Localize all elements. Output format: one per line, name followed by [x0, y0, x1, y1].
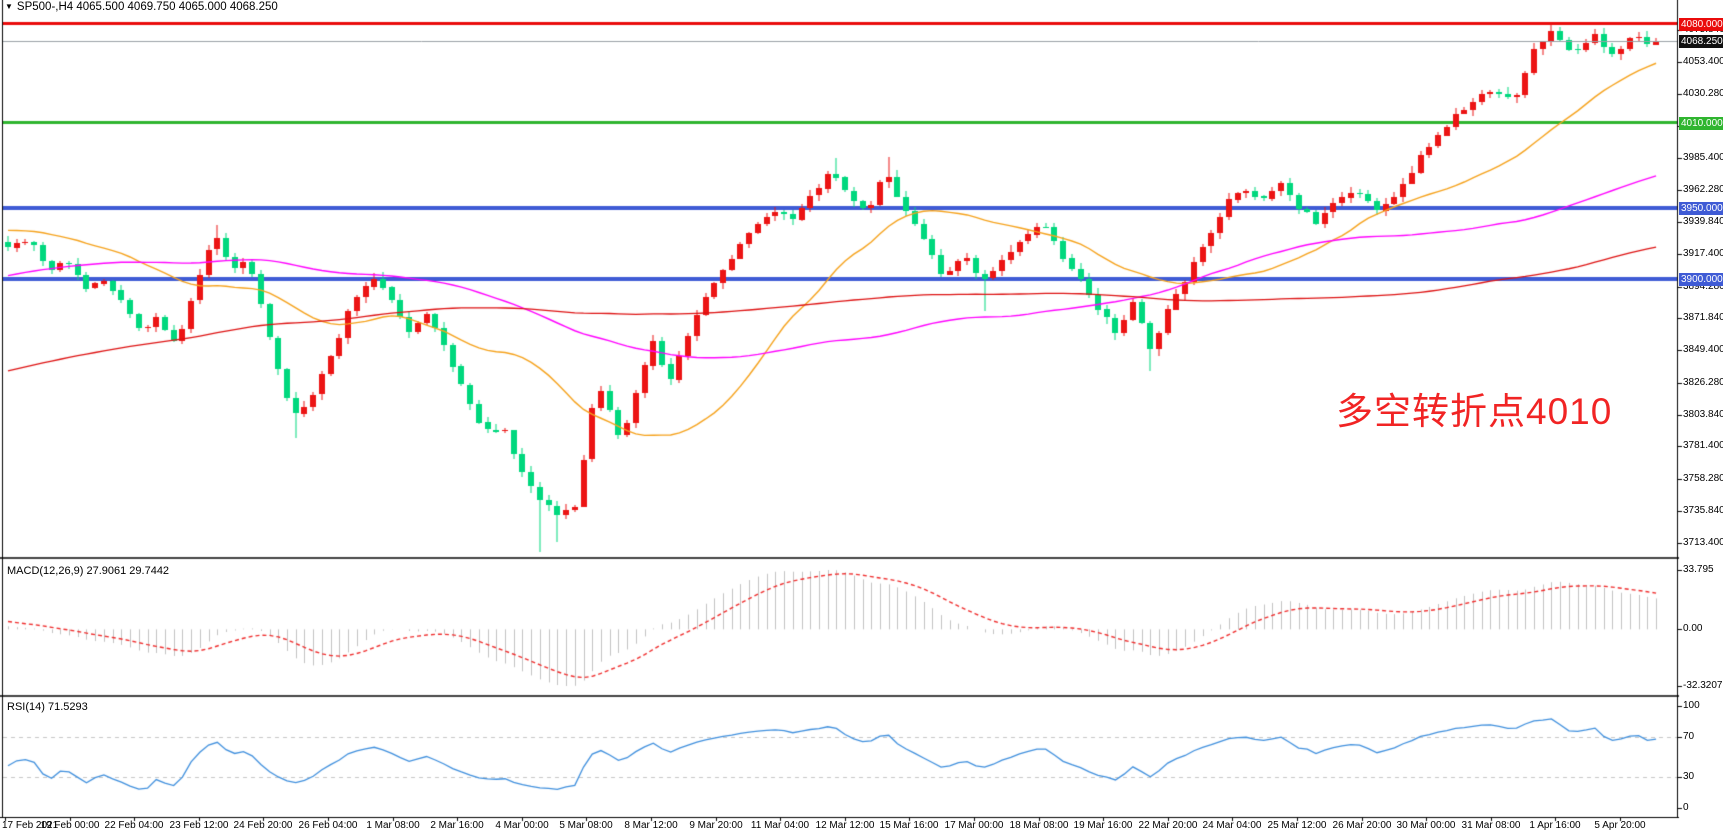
date-axis-label: 4 Mar 00:00: [495, 820, 549, 831]
date-axis-label: 19 Mar 16:00: [1073, 820, 1133, 831]
date-axis-label: 26 Mar 20:00: [1332, 820, 1392, 831]
price-axis-tick: 4053.400: [1683, 56, 1723, 67]
macd-axis-tick: 0.00: [1683, 623, 1703, 634]
price-axis-tick: 3781.400: [1683, 440, 1723, 451]
price-axis-tick: 3849.400: [1683, 344, 1723, 355]
price-axis-tick: 3803.840: [1683, 409, 1723, 420]
price-axis-tick: 3713.400: [1683, 537, 1723, 548]
date-axis-label: 24 Mar 04:00: [1202, 820, 1262, 831]
hline-price-badge: 4080.000: [1679, 18, 1723, 31]
date-axis-label: 18 Mar 08:00: [1009, 820, 1069, 831]
price-annotation: 多空转折点4010: [1336, 391, 1613, 432]
macd-indicator-label: MACD(12,26,9) 27.9061 29.7442: [7, 565, 170, 577]
macd-axis-tick: -32.3207: [1683, 680, 1723, 691]
date-axis-label: 15 Mar 16:00: [879, 820, 939, 831]
macd-axis-tick: 33.795: [1683, 564, 1714, 575]
price-axis-tick: 4030.280: [1683, 88, 1723, 99]
price-axis-tick: 3939.840: [1683, 216, 1723, 227]
hline-price-badge: 3950.000: [1679, 202, 1723, 215]
date-axis-label: 5 Mar 08:00: [559, 820, 613, 831]
hline-price-badge: 3900.000: [1679, 273, 1723, 286]
price-axis-tick: 3735.840: [1683, 505, 1723, 516]
date-axis-label: 30 Mar 00:00: [1396, 820, 1456, 831]
date-axis-label: 2 Mar 16:00: [430, 820, 484, 831]
date-axis-label: 22 Feb 04:00: [104, 820, 164, 831]
price-axis-tick: 3962.280: [1683, 184, 1723, 195]
rsi-axis-tick: 70: [1683, 731, 1695, 742]
price-axis-tick: 3871.840: [1683, 312, 1723, 323]
price-axis-tick: 3758.280: [1683, 473, 1723, 484]
date-axis-label: 25 Mar 12:00: [1267, 820, 1327, 831]
price-axis-tick: 3985.400: [1683, 152, 1723, 163]
price-axis-tick: 3917.400: [1683, 248, 1723, 259]
chart-title: SP500-,H4 4065.500 4069.750 4065.000 406…: [16, 1, 278, 13]
symbol-dropdown-icon[interactable]: ▼: [5, 2, 13, 11]
hline-price-badge: 4010.000: [1679, 117, 1723, 130]
rsi-axis-tick: 30: [1683, 771, 1695, 782]
date-axis-label: 17 Feb 2021: [2, 820, 59, 831]
date-axis-label: 22 Mar 20:00: [1138, 820, 1198, 831]
date-axis-label: 26 Feb 04:00: [298, 820, 358, 831]
chart-title-bar: ▼ SP500-,H4 4065.500 4069.750 4065.000 40…: [5, 1, 278, 13]
rsi-indicator-label: RSI(14) 71.5293: [7, 701, 88, 713]
date-axis-label: 24 Feb 20:00: [233, 820, 293, 831]
date-axis-label: 9 Mar 20:00: [689, 820, 743, 831]
date-axis-label: 17 Mar 00:00: [944, 820, 1004, 831]
date-axis-label: 8 Mar 12:00: [624, 820, 678, 831]
date-axis-label: 31 Mar 08:00: [1461, 820, 1521, 831]
date-axis-label: 11 Mar 04:00: [750, 820, 810, 831]
date-axis-label: 1 Apr 16:00: [1529, 820, 1581, 831]
rsi-axis-tick: 100: [1683, 700, 1700, 711]
price-axis-tick: 3826.280: [1683, 377, 1723, 388]
price-axis-tick: 3894.280: [1683, 281, 1723, 292]
date-axis-label: 19 Feb 00:00: [40, 820, 100, 831]
date-axis-label: 23 Feb 12:00: [169, 820, 229, 831]
date-axis-label: 12 Mar 12:00: [815, 820, 875, 831]
current-price-badge: 4068.250: [1679, 35, 1723, 48]
rsi-axis-tick: 0: [1683, 802, 1689, 813]
date-axis-label: 1 Mar 08:00: [366, 820, 420, 831]
date-axis-label: 5 Apr 20:00: [1594, 820, 1646, 831]
